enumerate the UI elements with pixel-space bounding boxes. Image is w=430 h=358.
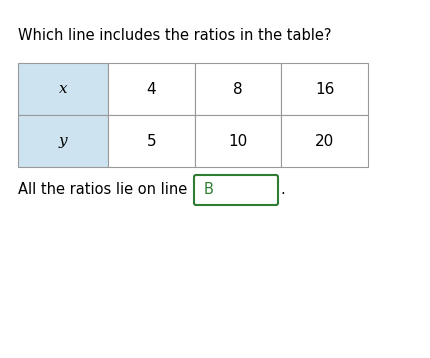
Bar — [281, 115, 368, 167]
Text: x: x — [58, 82, 68, 96]
Text: 4: 4 — [147, 82, 156, 97]
Bar — [108, 63, 195, 115]
Bar — [281, 63, 368, 115]
Text: .: . — [280, 183, 285, 198]
FancyBboxPatch shape — [194, 175, 278, 205]
Text: 8: 8 — [233, 82, 243, 97]
Bar — [195, 63, 281, 115]
Bar — [195, 115, 281, 167]
Text: 5: 5 — [147, 134, 156, 149]
Text: Which line includes the ratios in the table?: Which line includes the ratios in the ta… — [18, 28, 332, 43]
Text: 10: 10 — [228, 134, 248, 149]
Text: All the ratios lie on line: All the ratios lie on line — [18, 183, 187, 198]
Bar — [108, 115, 195, 167]
Bar — [18, 115, 108, 167]
Text: y: y — [58, 134, 68, 148]
Text: B: B — [204, 183, 214, 198]
Bar — [18, 63, 108, 115]
Text: 20: 20 — [315, 134, 334, 149]
Text: 16: 16 — [315, 82, 335, 97]
